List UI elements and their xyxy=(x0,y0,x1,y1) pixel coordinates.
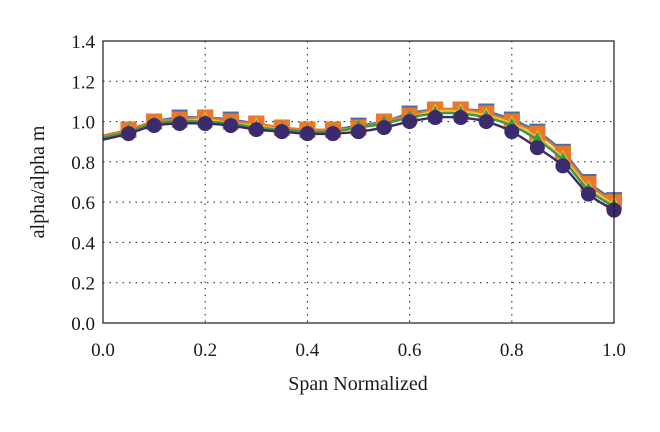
y-tick-label: 0.8 xyxy=(71,153,95,174)
x-tick-label: 0.2 xyxy=(193,340,217,361)
y-tick-label: 0.0 xyxy=(71,314,95,335)
data-point xyxy=(555,158,571,174)
data-point xyxy=(197,116,213,132)
x-tick-label: 0.6 xyxy=(398,340,422,361)
series-layer xyxy=(102,101,622,218)
y-tick-label: 1.4 xyxy=(71,32,95,53)
data-point xyxy=(478,114,494,130)
y-tick-label: 1.2 xyxy=(71,72,95,93)
data-point xyxy=(529,140,545,156)
y-tick-label: 0.2 xyxy=(71,274,95,295)
x-axis-label: Span Normalized xyxy=(288,373,427,395)
data-point xyxy=(376,120,392,136)
data-point xyxy=(427,110,443,126)
x-tick-label: 1.0 xyxy=(602,340,626,361)
data-point xyxy=(504,124,520,140)
y-tick-label: 1.0 xyxy=(71,113,95,134)
y-tick-label: 0.4 xyxy=(71,233,95,254)
plot-frame xyxy=(102,40,615,324)
x-tick-label: 0.4 xyxy=(296,340,320,361)
data-point xyxy=(325,126,341,142)
x-tick-label: 0.0 xyxy=(91,340,115,361)
data-point xyxy=(351,124,366,140)
y-axis-label: alpha/alpha m xyxy=(27,125,49,238)
data-point xyxy=(299,126,315,142)
data-point xyxy=(121,126,137,142)
series-5 xyxy=(102,110,622,218)
data-point xyxy=(223,118,239,134)
data-point xyxy=(402,114,418,130)
data-point xyxy=(248,122,264,138)
data-point xyxy=(146,118,162,134)
grid xyxy=(103,41,614,323)
data-point xyxy=(453,110,469,126)
y-tick-label: 0.6 xyxy=(71,193,95,214)
data-point xyxy=(274,124,290,140)
data-point xyxy=(580,186,596,202)
data-point xyxy=(172,116,188,132)
x-tick-label: 0.8 xyxy=(500,340,524,361)
tick-labels: 0.0 0.2 0.4 0.6 0.8 1.0 0.0 0.2 0.4 0.6 0.8 1.0 1.2 1… xyxy=(71,32,626,361)
